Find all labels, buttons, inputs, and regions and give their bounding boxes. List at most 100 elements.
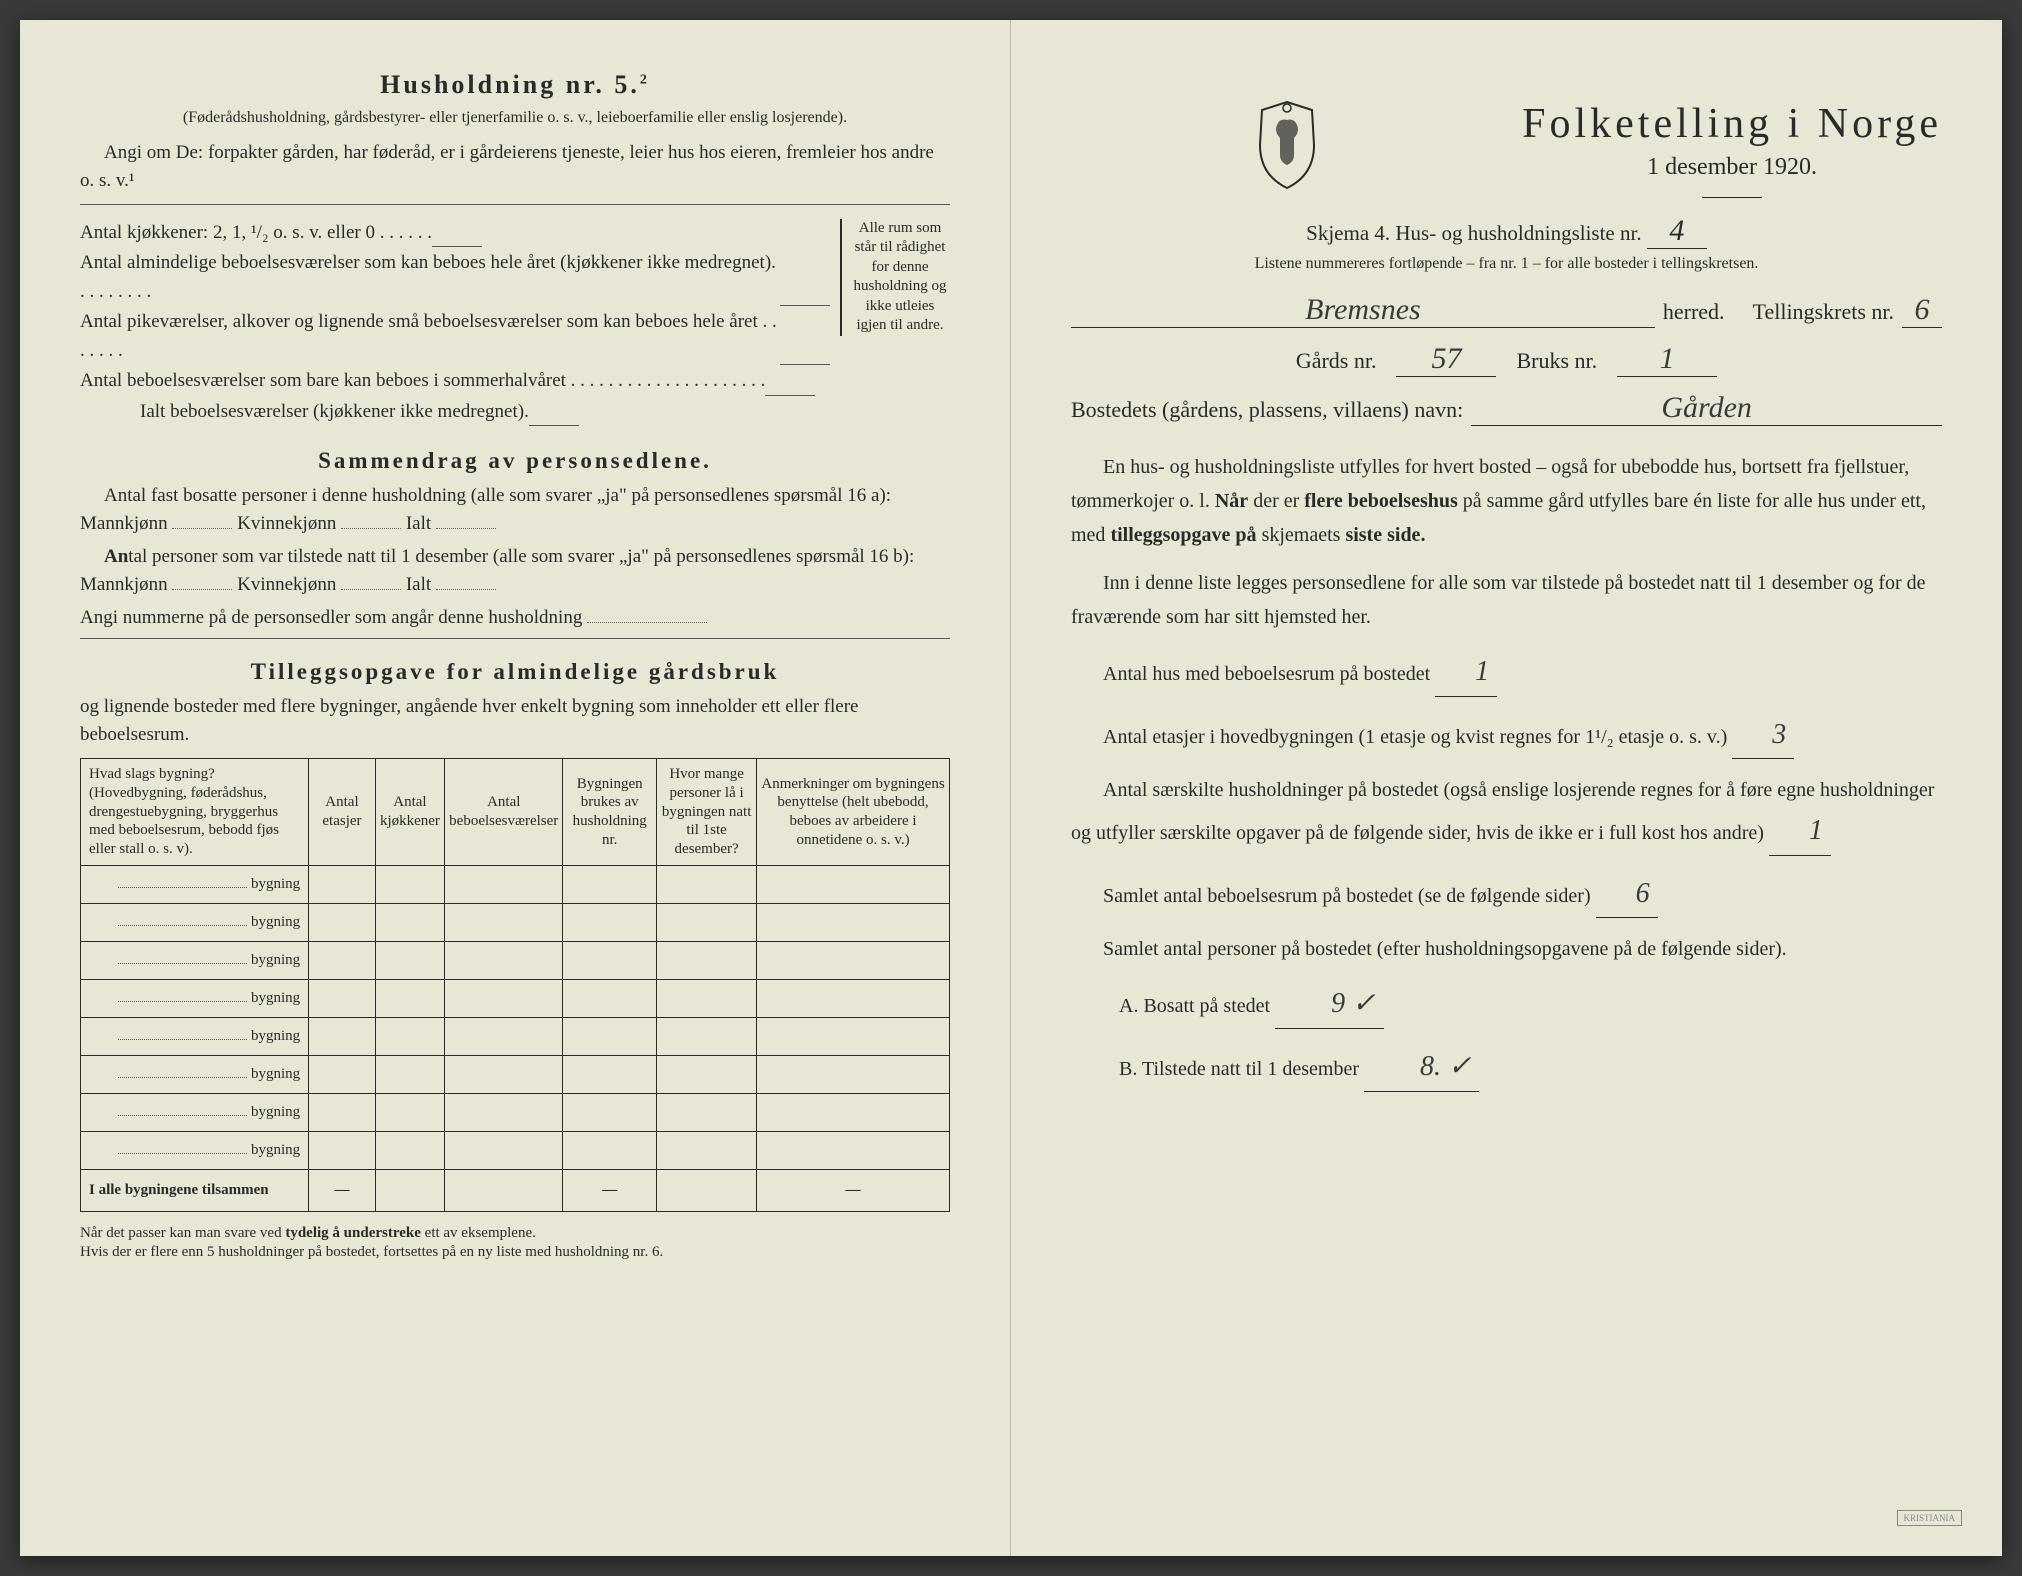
summary2-pre: tal personer som var tilstede natt til 1… bbox=[80, 546, 914, 595]
empty-cell bbox=[375, 941, 444, 979]
empty-cell bbox=[657, 941, 757, 979]
bygning-cell: bygning bbox=[81, 1093, 309, 1131]
empty-cell bbox=[657, 979, 757, 1017]
q-b-value: 8. ✓ bbox=[1364, 1043, 1479, 1092]
th-2: Antal kjøkkener bbox=[375, 759, 444, 866]
total-dash-1: — bbox=[309, 1169, 376, 1211]
empty-cell bbox=[563, 979, 657, 1017]
krets-label: Tellingskrets nr. bbox=[1753, 299, 1894, 325]
gards-label: Gårds nr. bbox=[1296, 348, 1377, 374]
empty-cell bbox=[375, 865, 444, 903]
mann-slot-1 bbox=[172, 528, 232, 529]
q-a-label: A. Bosatt på stedet bbox=[1119, 995, 1270, 1017]
skjema-label: Skjema 4. Hus- og husholdningsliste nr. bbox=[1306, 221, 1641, 245]
underline-2 bbox=[80, 638, 950, 639]
empty-cell bbox=[445, 941, 563, 979]
ialt-slot-2 bbox=[436, 589, 496, 590]
th-1: Antal etasjer bbox=[309, 759, 376, 866]
q-hus-label: Antal hus med beboelsesrum på bostedet bbox=[1103, 663, 1430, 685]
empty-cell bbox=[657, 903, 757, 941]
crest-svg bbox=[1252, 100, 1322, 190]
empty-cell bbox=[445, 1017, 563, 1055]
kv-label-2: Kvinnekjønn bbox=[237, 574, 336, 595]
kv-slot-1 bbox=[341, 528, 401, 529]
empty-cell bbox=[757, 1017, 950, 1055]
room-slot-2 bbox=[765, 367, 815, 396]
divider bbox=[1702, 197, 1762, 198]
table-row: bygning bbox=[81, 1017, 950, 1055]
empty-cell bbox=[375, 1017, 444, 1055]
q-a: A. Bosatt på stedet 9 ✓ bbox=[1071, 980, 1942, 1029]
table-body: bygning bygning bygning bygning bygning … bbox=[81, 865, 950, 1169]
empty-cell bbox=[309, 941, 376, 979]
angi-label: Angi nummerne på de personsedler som ang… bbox=[80, 607, 582, 628]
empty-cell bbox=[757, 1093, 950, 1131]
q-hus: Antal hus med beboelsesrum på bostedet 1 bbox=[1071, 648, 1942, 697]
angi-om-de: Angi om De: forpakter gården, har føderå… bbox=[80, 139, 950, 196]
q-etasjer-label: Antal etasjer i hovedbygningen (1 etasje… bbox=[1103, 726, 1727, 748]
side-note: Alle rum som står til rådighet for denne… bbox=[840, 219, 950, 336]
empty-cell bbox=[375, 1131, 444, 1169]
kv-label-1: Kvinnekjønn bbox=[237, 513, 336, 534]
total-cell-2 bbox=[375, 1169, 444, 1211]
room-label-0: Antal almindelige beboelsesværelser som … bbox=[80, 249, 780, 306]
empty-cell bbox=[375, 1055, 444, 1093]
empty-cell bbox=[757, 865, 950, 903]
bygning-cell: bygning bbox=[81, 941, 309, 979]
herred-label: herred. bbox=[1663, 299, 1725, 325]
table-row: bygning bbox=[81, 1055, 950, 1093]
empty-cell bbox=[445, 1055, 563, 1093]
empty-cell bbox=[309, 979, 376, 1017]
kv-slot-2 bbox=[341, 589, 401, 590]
q-hushold: Antal særskilte husholdninger på bostede… bbox=[1071, 773, 1942, 856]
heading-subnote: (Føderådshusholdning, gårdsbestyrer- ell… bbox=[80, 108, 950, 129]
herred-value: Bremsnes bbox=[1071, 293, 1655, 328]
bygning-cell: bygning bbox=[81, 979, 309, 1017]
herred-line: Bremsnes herred. Tellingskrets nr. 6 bbox=[1071, 293, 1942, 328]
table-row: bygning bbox=[81, 1093, 950, 1131]
empty-cell bbox=[563, 1093, 657, 1131]
empty-cell bbox=[657, 1017, 757, 1055]
empty-cell bbox=[657, 865, 757, 903]
summary1-pre: Antal fast bosatte personer i denne hush… bbox=[80, 485, 891, 534]
empty-cell bbox=[445, 865, 563, 903]
empty-cell bbox=[757, 941, 950, 979]
gards-value: 57 bbox=[1396, 342, 1496, 377]
rooms-block: Antal kjøkkener: 2, 1, ¹/₂ o. s. v. elle… bbox=[80, 219, 950, 429]
table-head: Hvad slags bygning? (Hovedbygning, føder… bbox=[81, 759, 950, 866]
empty-cell bbox=[445, 903, 563, 941]
room-slot-0 bbox=[780, 249, 830, 306]
left-page: Husholdning nr. 5.2 (Føderådshusholdning… bbox=[20, 20, 1011, 1556]
empty-cell bbox=[563, 903, 657, 941]
empty-cell bbox=[309, 1131, 376, 1169]
rooms-row-1: Antal pikeværelser, alkover og lignende … bbox=[80, 308, 830, 365]
empty-cell bbox=[757, 979, 950, 1017]
total-dash-4: — bbox=[563, 1169, 657, 1211]
empty-cell bbox=[309, 1093, 376, 1131]
bygning-cell: bygning bbox=[81, 1055, 309, 1093]
q-hushold-value: 1 bbox=[1769, 807, 1831, 856]
empty-cell bbox=[445, 979, 563, 1017]
empty-cell bbox=[563, 1017, 657, 1055]
title-block: Folketelling i Norge 1 desember 1920. bbox=[1522, 100, 1942, 214]
paragraph-1: En hus- og husholdningsliste utfylles fo… bbox=[1071, 450, 1942, 552]
crest-icon bbox=[1252, 100, 1322, 190]
skjema-value: 4 bbox=[1647, 214, 1707, 249]
empty-cell bbox=[445, 1131, 563, 1169]
tillegg-sub: og lignende bosteder med flere bygninger… bbox=[80, 693, 950, 748]
main-title: Folketelling i Norge bbox=[1522, 100, 1942, 148]
q-b-label: B. Tilstede natt til 1 desember bbox=[1119, 1058, 1359, 1080]
underline bbox=[80, 204, 950, 205]
kitchens-slot bbox=[432, 219, 482, 248]
total-label: I alle bygningene tilsammen bbox=[81, 1169, 309, 1211]
bygning-cell: bygning bbox=[81, 903, 309, 941]
bygning-cell: bygning bbox=[81, 865, 309, 903]
empty-cell bbox=[563, 865, 657, 903]
q-etasjer: Antal etasjer i hovedbygningen (1 etasje… bbox=[1071, 711, 1942, 760]
household-heading: Husholdning nr. 5.2 bbox=[80, 70, 950, 100]
empty-cell bbox=[757, 903, 950, 941]
footnote: Når det passer kan man svare ved tydelig… bbox=[80, 1224, 950, 1263]
krets-value: 6 bbox=[1902, 293, 1942, 328]
table-total-row: I alle bygningene tilsammen — — — bbox=[81, 1169, 950, 1211]
empty-cell bbox=[375, 903, 444, 941]
